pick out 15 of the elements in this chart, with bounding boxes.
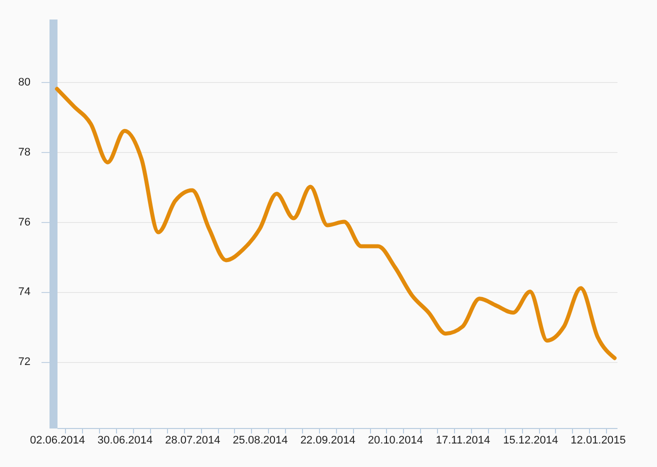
x-tick-label: 15.12.2014	[503, 434, 558, 446]
x-tick-label: 20.10.2014	[368, 434, 423, 446]
x-tick-label: 12.01.2015	[570, 434, 626, 446]
y-tick-label: 72	[18, 356, 30, 368]
x-tick-label: 28.07.2014	[165, 434, 220, 446]
x-tick-label: 25.08.2014	[232, 434, 288, 446]
y-tick-label: 80	[18, 76, 30, 88]
x-tick-label: 02.06.2014	[30, 434, 86, 446]
y-tick-label: 78	[18, 146, 30, 158]
y-tick-label: 74	[18, 286, 30, 298]
x-tick-label: 30.06.2014	[98, 434, 153, 446]
x-tick-label: 17.11.2014	[436, 434, 490, 446]
y-tick-label: 76	[18, 216, 30, 228]
x-tick-label: 22.09.2014	[300, 434, 356, 446]
line-series	[55, 86, 617, 360]
